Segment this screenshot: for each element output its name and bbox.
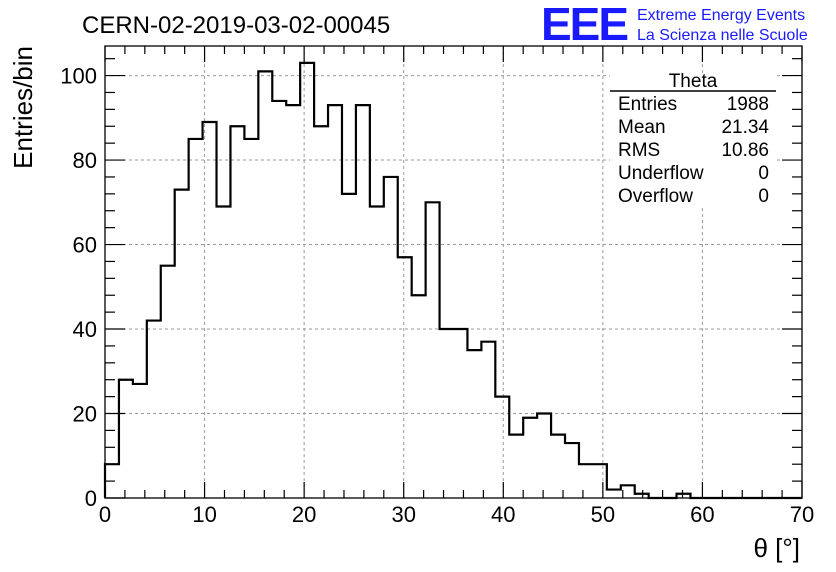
histogram-bin — [537, 414, 551, 498]
stats-value-entries: 1988 — [727, 94, 769, 115]
histogram-bin — [356, 105, 370, 498]
histogram-bin — [467, 350, 481, 498]
y-tick-label: 0 — [85, 486, 97, 511]
histogram-bin — [607, 490, 621, 498]
chart-title: CERN-02-2019-03-02-00045 — [82, 12, 390, 39]
stats-value-rms: 10.86 — [721, 140, 769, 161]
eee-logo: EEE Extreme Energy Events La Scienza nel… — [541, 0, 808, 50]
histogram-bin — [579, 464, 593, 498]
histogram-bin — [244, 139, 258, 498]
histogram-bin — [286, 105, 300, 498]
histogram-bin — [161, 266, 175, 498]
histogram-bin — [147, 321, 161, 498]
stats-title: Theta — [669, 71, 718, 92]
histogram-bin — [384, 177, 398, 498]
y-tick-label: 20 — [73, 402, 97, 427]
y-tick-labels: 0 20 40 60 80 100 — [60, 64, 97, 511]
histogram-bin — [300, 63, 314, 498]
stats-label-underflow: Underflow — [618, 163, 704, 184]
logo-line-1: Extreme Energy Events — [637, 7, 805, 24]
x-tick-label: 50 — [591, 502, 615, 527]
x-tick-labels: 0 10 20 30 40 50 60 70 — [99, 502, 814, 527]
histogram-bin — [342, 194, 356, 498]
stats-box-background — [610, 74, 776, 208]
histogram-bin — [328, 105, 342, 498]
histogram-bin — [133, 384, 147, 498]
logo-line-2: La Scienza nelle Scuole — [637, 27, 808, 44]
histogram-outline — [103, 61, 802, 500]
x-axis-title: θ [°] — [753, 533, 800, 563]
y-tick-label: 80 — [73, 148, 97, 173]
stats-value-mean: 21.34 — [721, 117, 769, 138]
histogram-bin — [217, 207, 231, 498]
histogram-bin — [523, 418, 537, 498]
stats-label-overflow: Overflow — [618, 186, 693, 207]
histogram-bin — [398, 257, 412, 498]
y-tick-label: 40 — [73, 317, 97, 342]
x-tick-label: 0 — [99, 502, 111, 527]
histogram-bin — [119, 380, 133, 498]
histogram-bin — [258, 71, 272, 498]
histogram-bin — [593, 464, 607, 498]
y-axis-title: Entries/bin — [8, 46, 38, 169]
histogram-bin — [175, 190, 189, 498]
y-tick-label: 60 — [73, 233, 97, 258]
x-tick-label: 40 — [491, 502, 515, 527]
histogram-bin — [370, 207, 384, 498]
histogram-bin — [314, 126, 328, 498]
histogram-bin — [189, 139, 203, 498]
histogram-bin — [495, 397, 509, 498]
stats-label-rms: RMS — [618, 140, 660, 161]
x-tick-label: 60 — [690, 502, 714, 527]
histogram-bin — [426, 202, 440, 498]
histogram-bin — [230, 126, 244, 498]
x-tick-label: 20 — [292, 502, 316, 527]
stats-value-underflow: 0 — [758, 163, 769, 184]
histogram-bin — [509, 435, 523, 498]
histogram-bin — [481, 342, 495, 498]
stats-label-entries: Entries — [618, 94, 677, 115]
x-tick-label: 10 — [192, 502, 216, 527]
x-tick-label: 30 — [391, 502, 415, 527]
histogram-bin — [565, 443, 579, 498]
histogram-bin — [551, 435, 565, 498]
stats-label-mean: Mean — [618, 117, 666, 138]
y-tick-label: 100 — [60, 64, 97, 89]
plot-frame — [104, 45, 803, 499]
stats-value-overflow: 0 — [758, 186, 769, 207]
histogram-bin — [412, 295, 426, 498]
stats-box: Theta Entries 1988 Mean 21.34 RMS 10.86 … — [610, 71, 776, 208]
x-tick-label: 70 — [790, 502, 814, 527]
logo-text: EEE — [541, 0, 627, 50]
